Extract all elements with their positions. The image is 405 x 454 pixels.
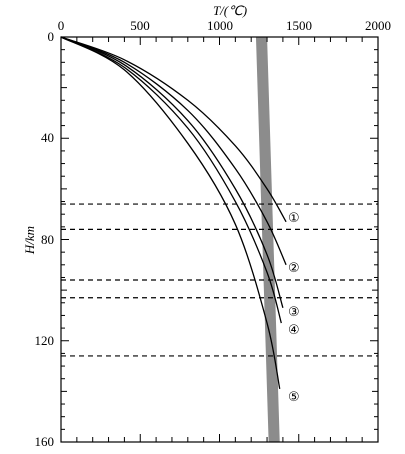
y-tick-label-40: 40 bbox=[41, 130, 54, 145]
x-axis-title: T/(℃) bbox=[213, 3, 247, 18]
y-tick-label-120: 120 bbox=[35, 333, 55, 348]
y-axis-title: H/km bbox=[22, 226, 37, 255]
solidus-band bbox=[255, 37, 280, 442]
x-tick-label-1000: 1000 bbox=[207, 18, 233, 33]
y-tick-label-80: 80 bbox=[41, 232, 54, 247]
curve-label-4: ④ bbox=[288, 323, 300, 338]
curve-label-2: ② bbox=[288, 261, 300, 276]
curve-label-1: ① bbox=[288, 211, 300, 226]
y-tick-label-160: 160 bbox=[35, 434, 55, 449]
geotherm-curve-1 bbox=[60, 36, 287, 223]
plot-frame bbox=[60, 36, 379, 443]
y-axis-tick-labels: 0 40 80 120 160 bbox=[35, 29, 55, 449]
geotherm-curve-3 bbox=[60, 36, 284, 309]
x-tick-label-0: 0 bbox=[58, 18, 65, 33]
x-tick-label-500: 500 bbox=[130, 18, 150, 33]
curve-label-5: ⑤ bbox=[288, 390, 300, 405]
geotherm-curve-2 bbox=[60, 36, 287, 266]
geotherm-curve-4 bbox=[60, 36, 282, 324]
axis-ticks bbox=[60, 36, 379, 443]
y-tick-label-0: 0 bbox=[48, 29, 55, 44]
x-tick-label-2000: 2000 bbox=[365, 18, 391, 33]
x-tick-label-1500: 1500 bbox=[286, 18, 312, 33]
reference-lines bbox=[61, 203, 378, 357]
solidus-band-shape bbox=[255, 37, 280, 442]
geotherm-curves bbox=[60, 36, 287, 389]
curve-labels: ① ② ③ ④ ⑤ bbox=[288, 211, 300, 405]
x-axis-tick-labels: 0 500 1000 1500 2000 bbox=[58, 18, 391, 33]
geotherm-curve-5 bbox=[60, 36, 281, 389]
curve-label-3: ③ bbox=[288, 305, 300, 320]
